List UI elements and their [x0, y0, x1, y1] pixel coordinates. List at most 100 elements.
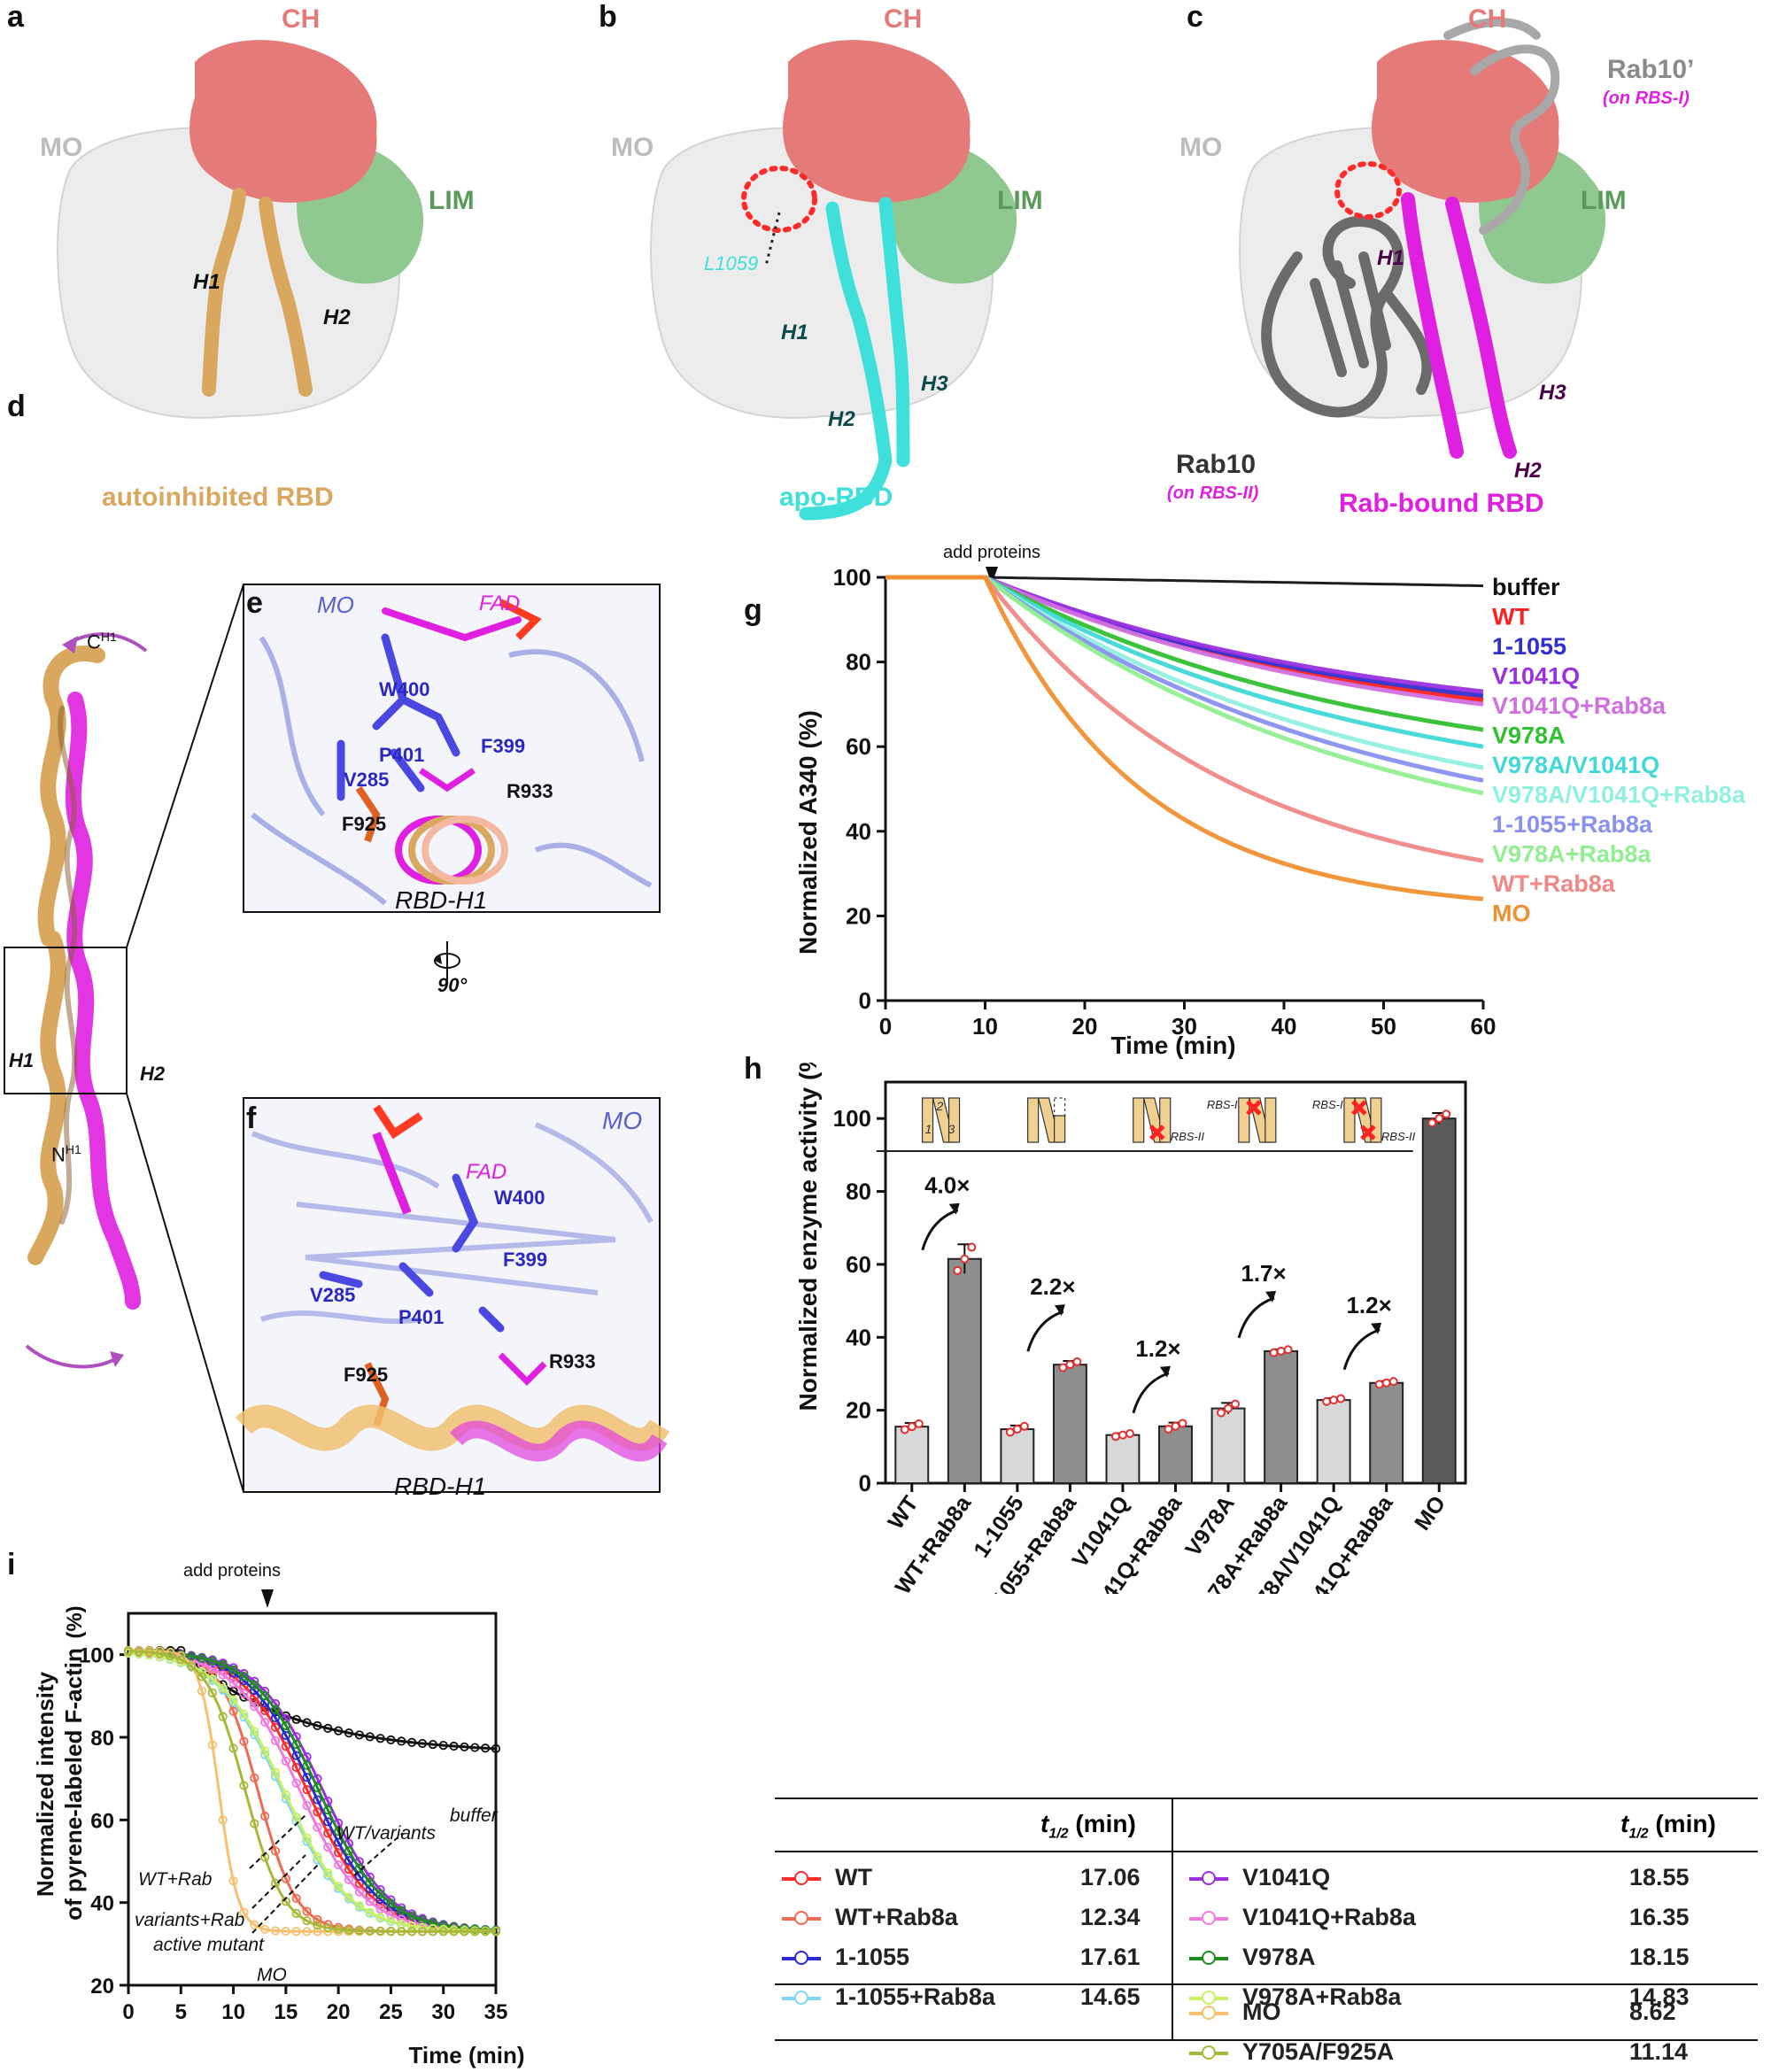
legend-marker [1202, 2006, 1216, 2020]
x-mark-rbs1 [1246, 1100, 1262, 1116]
t12-value: 17.06 [1080, 1864, 1141, 1890]
rab10-ribbon [1261, 216, 1433, 418]
t12-value: 11.14 [1629, 2038, 1689, 2065]
series-point-i [291, 1893, 301, 1904]
series-point-i [250, 1920, 259, 1929]
structure-c [1239, 18, 1606, 459]
datapoint-h [1217, 1408, 1226, 1418]
legend-marker [1202, 1951, 1216, 1965]
helix-bar-1 [1133, 1097, 1145, 1143]
series-point-i [386, 1910, 396, 1920]
series-point-i [407, 1911, 417, 1921]
series-point-i [270, 1926, 281, 1936]
series-point-i [250, 1692, 259, 1702]
helix-icon-h: RBS-II RBS-I 1.2× [1298, 1097, 1416, 1371]
axes-i: 0 5 10 15 20 25 30 35 20 40 60 80 100 [79, 1612, 507, 2024]
notes-i: buffer WT/variants WT+Rab variants+Rab activ… [135, 1805, 499, 1985]
panel-label-b: b [599, 0, 617, 34]
t12-row: V1041Q+Rab8a 16.35 [1182, 1904, 1758, 1936]
series-point-i [386, 1735, 396, 1744]
series-point-i [207, 1740, 217, 1750]
ytick-label-g: 20 [846, 902, 871, 929]
label-w400-f: W400 [494, 1187, 545, 1209]
label-rbs2: RBS-II [1171, 1130, 1205, 1143]
label-w400-e: W400 [379, 678, 430, 700]
series-point-i [323, 1828, 333, 1838]
bar-h [947, 1257, 982, 1484]
structure-b [650, 40, 1017, 521]
datapoint-h [1118, 1430, 1127, 1440]
rotation-icon [434, 941, 460, 980]
structure-panels-def [4, 584, 670, 1493]
series-point-i [470, 1927, 480, 1937]
datapoint-h [1171, 1421, 1180, 1431]
legend-marker [794, 1871, 808, 1885]
t12-value: 8.62 [1629, 1999, 1676, 2025]
annotation-g: add proteins [943, 543, 1040, 562]
series-point-i [197, 1653, 207, 1663]
datapoint-h [1276, 1346, 1286, 1356]
datapoint-h [1283, 1345, 1293, 1355]
note-vrab: variants+Rab [135, 1910, 245, 1930]
xtick-label-i: 15 [275, 2000, 298, 2024]
series-point-i [291, 1778, 301, 1788]
t12-value: 12.34 [1080, 1904, 1141, 1930]
legend-marker [1202, 2045, 1216, 2060]
zoom-e [243, 584, 661, 913]
ytick-label-g: 60 [846, 733, 871, 760]
legend-label-g: 1-1055+Rab8a [1492, 811, 1653, 838]
panel-label-f: f [246, 1102, 257, 1135]
axes-g: 0 10 20 30 40 50 60 0 20 40 60 80 100 [833, 564, 1496, 1040]
note-wtv: WT/variants [336, 1823, 437, 1844]
label-c-h1: CH1 [87, 630, 117, 653]
datapoint-h [1072, 1357, 1082, 1366]
legend-label-g: WT [1492, 604, 1529, 630]
bar-h [1210, 1407, 1246, 1484]
leader-wtrab [249, 1814, 306, 1869]
fold-arrow [921, 1209, 959, 1251]
ylabel-unit-i: (%) [63, 1605, 87, 1638]
helix-bar-3 [1159, 1097, 1172, 1143]
label-lim-b: LIM [997, 186, 1043, 215]
bar-h [1052, 1364, 1087, 1484]
legend-marker [794, 1991, 808, 2005]
series-point-i [313, 1807, 322, 1817]
bar-h [1105, 1434, 1141, 1485]
datapoint-h [1374, 1380, 1384, 1389]
xtick-label-g: 10 [972, 1013, 998, 1040]
series-point-i [407, 1737, 417, 1747]
xtick-label-h: MO [1410, 1491, 1450, 1535]
fold-arrow [1026, 1310, 1064, 1352]
series-point-i [134, 1647, 143, 1657]
helix-bar-1 [1027, 1097, 1040, 1143]
series-point-i [197, 1686, 207, 1696]
label-ch-c: CH [1468, 4, 1507, 34]
series-point-i [334, 1726, 344, 1736]
t12-name: V1041Q [1242, 1864, 1331, 1890]
series-point-i [302, 1773, 312, 1782]
ylabel-h: Normalized enzyme activity (%) [794, 1063, 822, 1411]
datapoint-h [1388, 1377, 1398, 1387]
helix-icon-h: RBS-I 1.7× [1193, 1097, 1308, 1339]
legend-marker [1202, 1911, 1216, 1925]
chart-i: add proteins Normalized intensity of pyr… [32, 1561, 524, 2068]
ch-surface-a [189, 40, 377, 203]
legend-marker [1202, 1991, 1216, 2005]
t12-row: V978A+Rab8a 14.83 [1182, 1983, 1758, 2015]
series-point-i [344, 1846, 354, 1856]
datapoint-h [1336, 1394, 1346, 1403]
label-h2-a: H2 [323, 305, 351, 329]
x-mark-rbs1 [1351, 1100, 1367, 1116]
series-point-i [334, 1837, 344, 1847]
series-point-i [344, 1892, 354, 1902]
t12-value: 17.61 [1080, 1944, 1141, 1970]
datapoint-h [1224, 1403, 1234, 1413]
x-mark-rbs2 [1360, 1125, 1376, 1140]
series-point-i [365, 1897, 375, 1906]
helix-icon-h: 2.2× [981, 1097, 1097, 1352]
chart-g: add proteins Normalized A340 (%) Time (m… [794, 543, 1746, 1059]
xtick-label-h: WT [883, 1491, 923, 1534]
series-point-i [123, 1646, 134, 1656]
label-h2-c: H2 [1514, 459, 1542, 483]
